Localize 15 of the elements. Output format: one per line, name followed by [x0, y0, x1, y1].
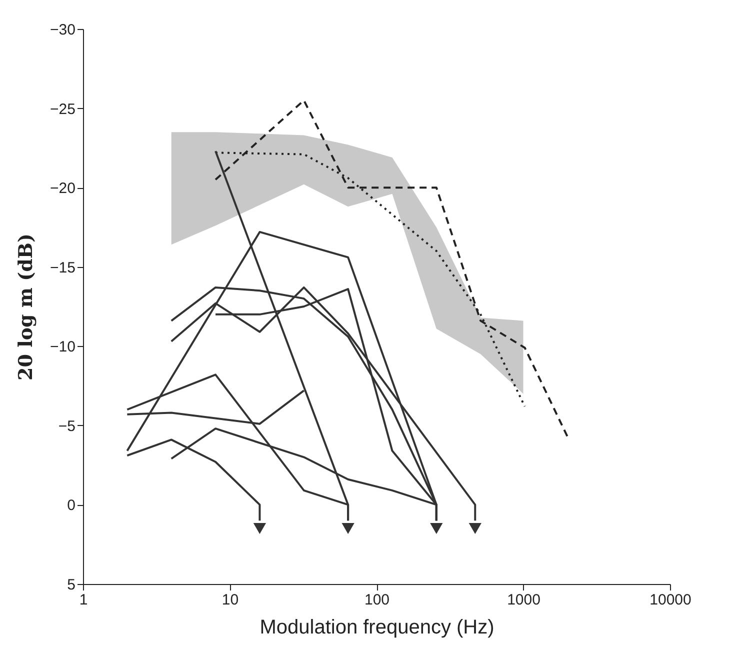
x-tick-label: 1 [79, 592, 88, 608]
y-tick-label: −30 [50, 22, 76, 38]
y-tick-label: 5 [67, 576, 76, 594]
y-tick-label: −10 [50, 338, 76, 356]
x-tick-label: 1000 [507, 592, 540, 608]
y-tick-label: 0 [67, 497, 76, 514]
y-tick-label: −15 [50, 259, 76, 276]
y-tick-label: −20 [50, 180, 76, 198]
y-tick-label: −5 [58, 418, 76, 435]
x-tick-label: 10000 [650, 592, 692, 608]
y-axis-title: 20 log m (dB) [15, 234, 38, 380]
x-tick-label: 100 [364, 592, 390, 608]
y-tick-label: −25 [50, 100, 76, 118]
x-axis-title: Modulation frequency (Hz) [260, 616, 494, 638]
x-tick-label: 10 [222, 592, 239, 608]
